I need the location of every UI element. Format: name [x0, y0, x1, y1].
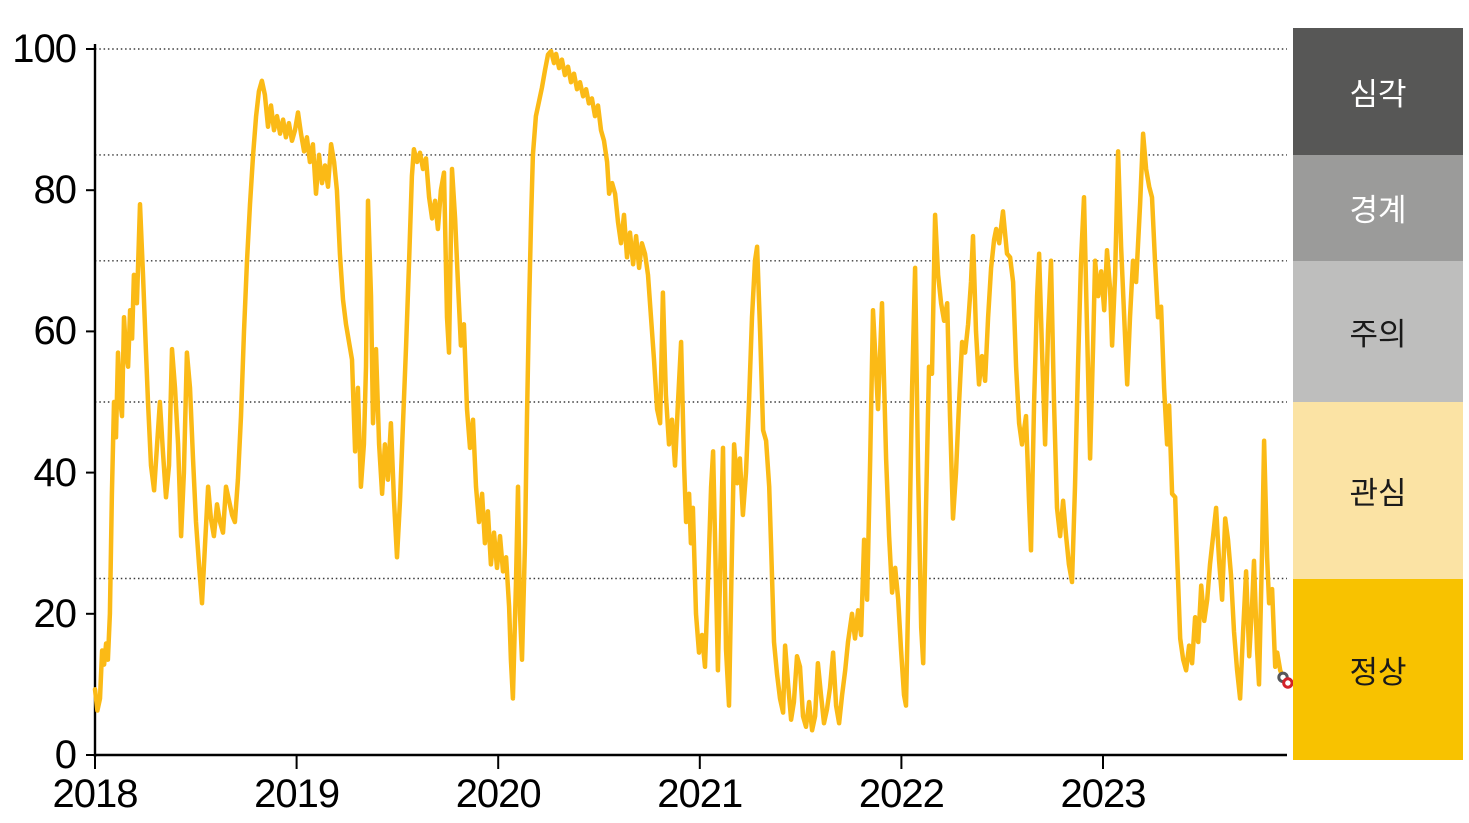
legend-zone-관심: 관심 — [1293, 402, 1463, 579]
y-tick-label: 100 — [12, 27, 77, 71]
y-tick-label: 20 — [33, 591, 78, 636]
legend-zone-심각: 심각 — [1293, 28, 1463, 155]
x-tick-label: 2022 — [858, 772, 945, 816]
series-line — [92, 48, 1286, 733]
legend-zone-주의: 주의 — [1293, 260, 1463, 402]
legend-zone-label: 경계 — [1349, 193, 1407, 229]
legend-zone-label: 주의 — [1349, 316, 1407, 352]
y-tick-label: 80 — [33, 168, 78, 213]
legend-zone-label: 심각 — [1349, 76, 1407, 112]
legend-zone-label: 관심 — [1349, 475, 1407, 511]
legend-zone-정상: 정상 — [1293, 578, 1463, 760]
y-tick-label: 0 — [54, 733, 77, 777]
x-tick-label: 2021 — [657, 772, 743, 816]
legend-zone-label: 정상 — [1349, 654, 1407, 690]
end-marker — [1282, 677, 1294, 689]
legend-zone-경계: 경계 — [1293, 154, 1463, 261]
y-tick-label: 60 — [33, 309, 78, 354]
x-tick-label: 2018 — [52, 772, 139, 816]
x-tick-label: 2020 — [455, 772, 542, 816]
y-tick-label: 40 — [33, 450, 78, 495]
x-tick-label: 2023 — [1060, 772, 1147, 816]
x-tick-label: 2019 — [254, 772, 340, 816]
